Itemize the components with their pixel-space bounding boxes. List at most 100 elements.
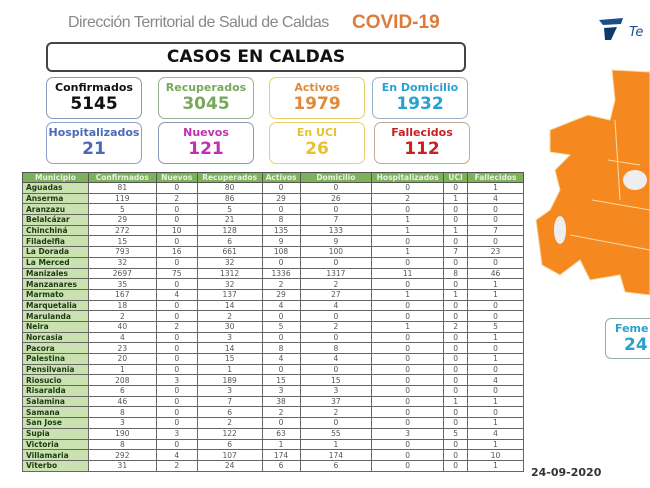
value-cell: 0 bbox=[371, 395, 445, 408]
value-cell: 1 bbox=[467, 438, 524, 451]
municipio-cell: Viterbo bbox=[22, 459, 89, 472]
value-cell: 0 bbox=[261, 417, 301, 429]
value-cell: 0 bbox=[467, 363, 524, 376]
value-cell: 2 bbox=[196, 310, 263, 322]
value-cell: 2 bbox=[443, 320, 469, 333]
value-cell: 0 bbox=[371, 235, 445, 248]
table-row: Neira 40 2 30 5 2 1 2 5 bbox=[22, 320, 524, 333]
table-row: Villamaria 292 4 107 174 174 0 0 10 bbox=[22, 449, 524, 461]
table-row: Manizales 2697 75 1312 1336 1317 11 8 46 bbox=[22, 267, 524, 280]
stat-value: 1932 bbox=[396, 94, 444, 114]
value-cell: 3 bbox=[299, 385, 373, 397]
value-cell: 0 bbox=[443, 417, 469, 429]
value-cell: 1 bbox=[467, 353, 524, 365]
value-cell: 24 bbox=[196, 459, 263, 472]
municipio-cell: Aguadas bbox=[22, 182, 89, 194]
municipio-cell: San Jose bbox=[22, 417, 89, 429]
stat-label: En Domicilio bbox=[381, 81, 459, 94]
value-cell: 1 bbox=[196, 363, 263, 376]
value-cell: 0 bbox=[443, 214, 469, 226]
table-row: Aguadas 81 0 80 0 0 0 0 1 bbox=[22, 182, 524, 194]
value-cell: 15 bbox=[196, 353, 263, 365]
value-cell: 208 bbox=[87, 374, 157, 387]
value-cell: 1 bbox=[467, 288, 524, 301]
municipio-cell: Riosucio bbox=[22, 374, 89, 387]
value-cell: 0 bbox=[155, 385, 198, 397]
value-cell: 1317 bbox=[299, 267, 373, 280]
stat-card-en-domicilio: En Domicilio 1932 bbox=[372, 77, 468, 119]
value-cell: 6 bbox=[87, 385, 157, 397]
value-cell: 80 bbox=[196, 182, 263, 194]
value-cell: 137 bbox=[196, 288, 263, 301]
banner-casos: CASOS EN CALDAS bbox=[46, 42, 466, 72]
table-row: Victoria 8 0 6 1 1 0 0 1 bbox=[22, 438, 524, 451]
value-cell: 119 bbox=[87, 192, 157, 205]
stat-label: Fallecidos bbox=[391, 126, 453, 139]
stat-value: 26 bbox=[305, 139, 329, 159]
page-title: Dirección Territorial de Salud de Caldas bbox=[68, 14, 329, 31]
value-cell: 16 bbox=[155, 246, 198, 258]
value-cell: 0 bbox=[261, 256, 301, 269]
value-cell: 0 bbox=[155, 299, 198, 312]
value-cell: 0 bbox=[155, 310, 198, 322]
value-cell: 63 bbox=[261, 427, 301, 440]
value-cell: 108 bbox=[261, 246, 301, 258]
table-row: Norcasia 4 0 3 0 0 0 0 1 bbox=[22, 331, 524, 344]
stat-card-confirmados: Confirmados 5145 bbox=[46, 77, 142, 119]
value-cell: 0 bbox=[155, 363, 198, 376]
value-cell: 2 bbox=[299, 278, 373, 290]
municipio-cell: Marulanda bbox=[22, 310, 89, 322]
value-cell: 0 bbox=[261, 331, 301, 344]
value-cell: 1 bbox=[443, 192, 469, 205]
value-cell: 0 bbox=[467, 235, 524, 248]
value-cell: 1 bbox=[467, 182, 524, 194]
value-cell: 0 bbox=[371, 331, 445, 344]
table-row: Pacora 23 0 14 8 8 0 0 0 bbox=[22, 342, 524, 354]
value-cell: 0 bbox=[443, 449, 469, 461]
municipio-cell: Filadelfia bbox=[22, 235, 89, 248]
column-header: Municipio bbox=[22, 172, 89, 183]
value-cell: 0 bbox=[371, 310, 445, 322]
value-cell: 0 bbox=[443, 278, 469, 290]
value-cell: 0 bbox=[155, 342, 198, 354]
municipio-cell: Aranzazu bbox=[22, 203, 89, 216]
column-header: Hospitalizados bbox=[371, 172, 445, 183]
value-cell: 0 bbox=[467, 256, 524, 269]
value-cell: 3 bbox=[196, 385, 263, 397]
municipio-cell: Supia bbox=[22, 427, 89, 440]
value-cell: 0 bbox=[155, 331, 198, 344]
value-cell: 174 bbox=[299, 449, 373, 461]
municipio-cell: Manzanares bbox=[22, 278, 89, 290]
municipio-cell: Belalcázar bbox=[22, 214, 89, 226]
value-cell: 174 bbox=[261, 449, 301, 461]
value-cell: 10 bbox=[467, 449, 524, 461]
value-cell: 1 bbox=[467, 395, 524, 408]
value-cell: 0 bbox=[443, 353, 469, 365]
value-cell: 3 bbox=[87, 417, 157, 429]
municipio-cell: La Merced bbox=[22, 256, 89, 269]
table-row: Viterbo 31 2 24 6 6 0 0 1 bbox=[22, 459, 524, 472]
value-cell: 0 bbox=[371, 342, 445, 354]
table-row: Aranzazu 5 0 5 0 0 0 0 0 bbox=[22, 203, 524, 216]
value-cell: 0 bbox=[467, 406, 524, 419]
table-row: Palestina 20 0 15 4 4 0 0 1 bbox=[22, 353, 524, 365]
value-cell: 23 bbox=[87, 342, 157, 354]
value-cell: 0 bbox=[299, 310, 373, 322]
stat-card-recuperados: Recuperados 3045 bbox=[158, 77, 254, 119]
stat-value: 1979 bbox=[293, 94, 341, 114]
value-cell: 14 bbox=[196, 299, 263, 312]
value-cell: 15 bbox=[261, 374, 301, 387]
table-row: San Jose 3 0 2 0 0 0 0 1 bbox=[22, 417, 524, 429]
value-cell: 0 bbox=[371, 385, 445, 397]
value-cell: 0 bbox=[155, 203, 198, 216]
table-row: Manzanares 35 0 32 2 2 0 0 1 bbox=[22, 278, 524, 290]
value-cell: 15 bbox=[87, 235, 157, 248]
municipio-cell: Salamina bbox=[22, 395, 89, 408]
table-row: Marmato 167 4 137 29 27 1 1 1 bbox=[22, 288, 524, 301]
value-cell: 0 bbox=[155, 353, 198, 365]
value-cell: 37 bbox=[299, 395, 373, 408]
value-cell: 2697 bbox=[87, 267, 157, 280]
value-cell: 2 bbox=[371, 192, 445, 205]
value-cell: 107 bbox=[196, 449, 263, 461]
value-cell: 32 bbox=[87, 256, 157, 269]
